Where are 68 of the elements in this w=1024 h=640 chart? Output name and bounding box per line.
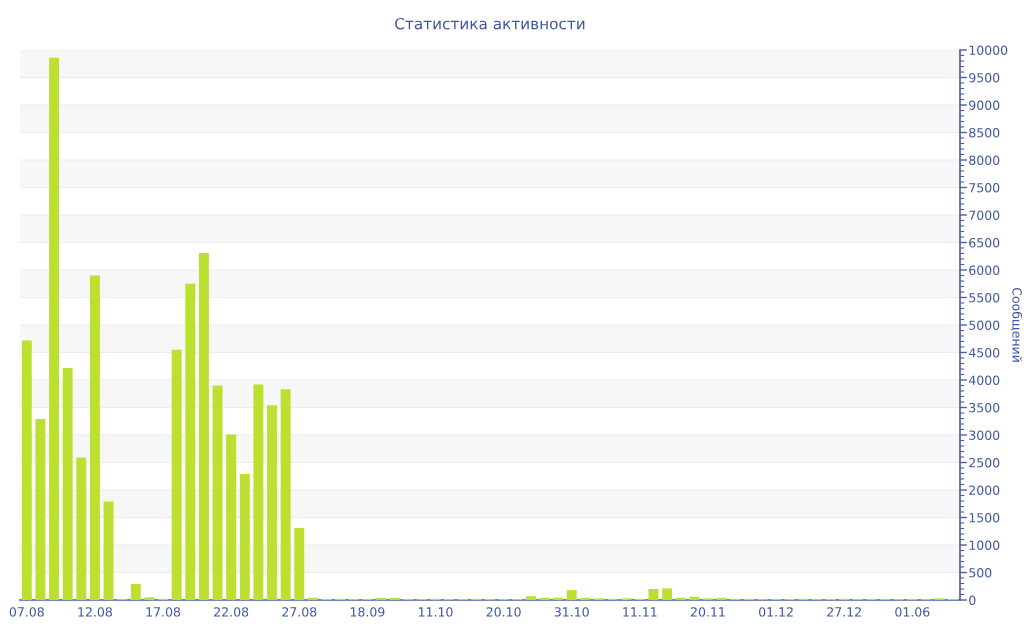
bar xyxy=(566,590,577,600)
bar xyxy=(212,385,223,600)
bar xyxy=(716,597,727,600)
y-tick-label: 6000 xyxy=(969,265,1000,275)
y-tick-label: 8500 xyxy=(969,127,1000,138)
y-tick-label: 7500 xyxy=(969,182,1000,193)
bar xyxy=(253,384,264,600)
y-tick-label: 2000 xyxy=(969,485,1000,495)
bar xyxy=(35,419,46,600)
bar xyxy=(580,597,591,600)
x-tick-label: 27.12 xyxy=(827,607,861,617)
bar xyxy=(130,584,141,600)
y-tick-label: 5000 xyxy=(969,320,1000,330)
y-tick-label: 500 xyxy=(969,567,992,578)
y-tick-label: 4000 xyxy=(968,375,1000,385)
bar xyxy=(185,283,196,600)
bar xyxy=(280,389,291,600)
bar xyxy=(525,596,536,600)
bar xyxy=(76,457,87,600)
x-tick-label: 18.09 xyxy=(350,607,385,617)
x-tick-label: 31.10 xyxy=(554,607,589,617)
bar xyxy=(144,597,155,600)
bar xyxy=(689,596,700,600)
y-axis-title: Сообщений xyxy=(1010,287,1023,362)
x-tick-label: 07.08 xyxy=(9,607,44,617)
bar xyxy=(267,405,277,600)
bar xyxy=(662,588,673,600)
bar xyxy=(226,434,237,600)
bar xyxy=(21,340,32,600)
x-tick-label: 22.08 xyxy=(214,607,249,617)
y-tick-label: 9500 xyxy=(969,72,1000,83)
y-tick-label: 0 xyxy=(969,595,976,605)
y-tick-label: 2500 xyxy=(969,457,1000,468)
bar xyxy=(648,589,659,600)
y-tick-label: 3500 xyxy=(969,402,1000,413)
bar xyxy=(553,597,564,600)
x-tick-label: 20.10 xyxy=(486,607,521,617)
bar xyxy=(294,527,305,600)
x-tick-label: 01.12 xyxy=(759,607,793,617)
y-tick-label: 10000 xyxy=(969,45,1008,55)
y-tick-label: 3000 xyxy=(969,430,1000,440)
x-tick-label: 17.08 xyxy=(146,607,181,617)
chart-title: Статистика активности xyxy=(395,17,585,30)
x-tick-label: 20.11 xyxy=(690,607,725,617)
bar xyxy=(239,474,250,600)
y-tick-label: 6500 xyxy=(969,237,1000,248)
y-tick-label: 1500 xyxy=(969,512,1000,523)
x-tick-label: 11.11 xyxy=(623,607,657,617)
y-tick-label: 5500 xyxy=(969,292,1000,303)
x-tick-label: 12.08 xyxy=(78,607,112,617)
bar xyxy=(376,597,386,600)
bar xyxy=(103,501,114,600)
y-tick-label: 7000 xyxy=(969,210,1000,220)
bar xyxy=(389,597,400,600)
bar xyxy=(675,597,686,600)
bar xyxy=(307,597,318,600)
bar xyxy=(89,275,100,600)
y-tick-label: 4500 xyxy=(968,347,1000,358)
bar xyxy=(49,57,60,600)
x-tick-label: 11.10 xyxy=(418,607,453,617)
y-tick-label: 8000 xyxy=(969,155,1000,165)
y-tick-label: 1000 xyxy=(969,540,1000,550)
x-tick-label: 01.06 xyxy=(895,607,930,617)
y-tick-label: 9000 xyxy=(969,100,1000,110)
bar xyxy=(62,367,73,600)
bar xyxy=(198,252,209,600)
x-tick-label: 27.08 xyxy=(282,607,317,617)
bar xyxy=(171,349,182,600)
